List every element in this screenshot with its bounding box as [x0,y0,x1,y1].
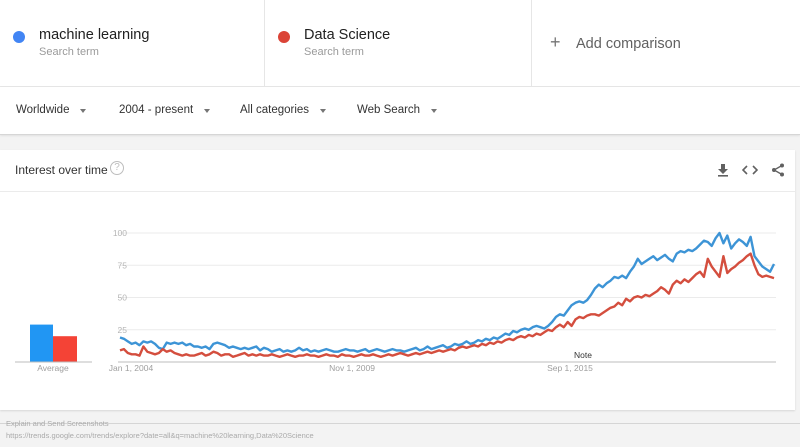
caret-down-icon [431,108,438,113]
filter-label: 2004 - present [119,104,194,116]
search-term-data-science[interactable]: Data Science Search term [265,0,532,87]
share-icon[interactable] [769,161,787,179]
plus-icon: + [550,32,561,52]
chart-gridlines [118,232,776,363]
y-tick-label: 25 [118,325,128,335]
x-tick-label: Jan 1, 2004 [109,363,154,373]
footer-explain-link[interactable]: Explain and Send Screenshots [6,419,109,428]
filter-time-range-dropdown[interactable]: 2004 - present [119,104,211,116]
filter-label: All categories [240,104,310,116]
term-color-dot-icon [278,31,290,43]
average-bar-data-science [53,336,77,362]
chart-lines [119,231,776,358]
y-tick-label: 100 [113,228,127,238]
x-tick-label: Sep 1, 2015 [547,363,593,373]
average-label: Average [37,363,69,373]
filter-search-type-dropdown[interactable]: Web Search [357,104,438,116]
x-tick-label: Nov 1, 2009 [329,363,375,373]
filter-region-dropdown[interactable]: Worldwide [16,104,87,116]
card-title: Interest over time [15,163,108,177]
add-comparison-label: Add comparison [576,36,681,52]
chart-note-annotation: Note [574,350,592,360]
footer-url: https://trends.google.com/trends/explore… [6,431,314,440]
embed-icon[interactable] [741,161,759,179]
caret-down-icon [204,108,211,113]
series-line-0 [119,231,776,353]
search-terms-bar: machine learning Search term Data Scienc… [0,0,800,87]
add-comparison-button[interactable]: + Add comparison [532,0,800,87]
filters-bar: Worldwide 2004 - present All categories … [0,87,800,135]
help-icon[interactable]: ? [110,161,124,175]
y-tick-label: 50 [118,293,128,303]
caret-down-icon [80,108,87,113]
chart-axis-labels: 25 50 75 100 Jan 1, 2004 Nov 1, 2009 Sep 1, 20… [109,228,593,373]
interest-over-time-card: Interest over time ? [0,150,795,410]
series-line-1 [119,252,775,358]
average-bar-chart: Average [15,324,92,373]
term-name: machine learning [39,27,150,43]
download-icon[interactable] [714,161,732,179]
average-bar-machine-learning [30,324,53,362]
y-tick-label: 75 [118,260,128,270]
term-subtitle: Search term [39,46,99,58]
search-term-machine-learning[interactable]: machine learning Search term [0,0,265,87]
caret-down-icon [320,108,327,113]
term-name: Data Science [304,27,391,43]
footer-divider [0,423,800,424]
filter-label: Web Search [357,104,421,116]
card-header: Interest over time ? [0,150,795,192]
filter-category-dropdown[interactable]: All categories [240,104,327,116]
filter-label: Worldwide [16,104,70,116]
term-color-dot-icon [13,31,25,43]
term-subtitle: Search term [304,46,364,58]
